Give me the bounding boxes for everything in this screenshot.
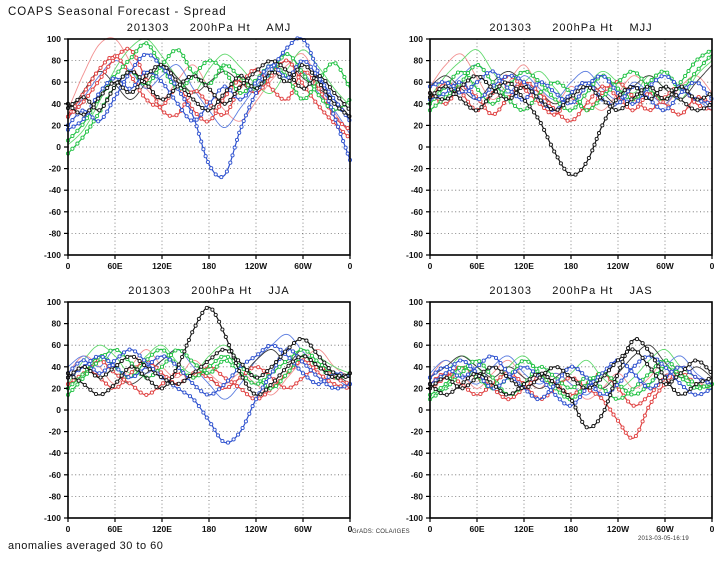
svg-text:60W: 60W xyxy=(294,261,312,271)
grads-watermark: GrADS: COLA/IGES xyxy=(352,529,410,535)
svg-text:80: 80 xyxy=(52,56,62,66)
svg-text:-80: -80 xyxy=(411,491,424,501)
svg-text:0: 0 xyxy=(66,524,71,534)
svg-text:0: 0 xyxy=(428,261,433,271)
svg-text:100: 100 xyxy=(409,298,423,307)
svg-text:0: 0 xyxy=(710,261,715,271)
svg-text:60E: 60E xyxy=(107,261,122,271)
svg-text:0: 0 xyxy=(428,524,433,534)
svg-text:100: 100 xyxy=(47,35,61,44)
panel-amj-chart: 100 80 60 40 20 0 -20 -40 -60 -80 -100 0 60E 120E 180 1… xyxy=(44,35,353,271)
panel-jas-chart: 100 80 60 40 20 0 -20 -40 -60 -80 -100 0 60E 120E 180 1… xyxy=(406,298,715,534)
svg-text:-100: -100 xyxy=(44,513,61,523)
svg-text:40: 40 xyxy=(414,99,424,109)
svg-text:-40: -40 xyxy=(49,448,62,458)
svg-text:180: 180 xyxy=(564,261,578,271)
panel-mjj: 201303 200hPa Ht MJJ 100 80 60 40 20 0 -20 -40 -… xyxy=(382,22,725,280)
svg-text:120W: 120W xyxy=(607,524,630,534)
svg-text:20: 20 xyxy=(414,383,424,393)
svg-text:0: 0 xyxy=(56,405,61,415)
svg-text:60E: 60E xyxy=(469,524,484,534)
svg-text:-100: -100 xyxy=(44,250,61,260)
svg-text:120W: 120W xyxy=(607,261,630,271)
svg-text:-100: -100 xyxy=(406,250,423,260)
panel-amj-title: 201303 200hPa Ht AMJ xyxy=(126,22,292,34)
svg-text:60W: 60W xyxy=(294,524,312,534)
svg-text:80: 80 xyxy=(52,319,62,329)
svg-text:120E: 120E xyxy=(514,261,534,271)
svg-text:60E: 60E xyxy=(469,261,484,271)
svg-text:60W: 60W xyxy=(656,261,674,271)
svg-text:20: 20 xyxy=(414,120,424,130)
svg-text:-40: -40 xyxy=(411,185,424,195)
panel-jja: 201303 200hPa Ht JJA 100 80 60 40 20 0 -20 -40 -… xyxy=(20,285,365,543)
svg-text:100: 100 xyxy=(409,35,423,44)
svg-text:40: 40 xyxy=(52,99,62,109)
svg-text:80: 80 xyxy=(414,56,424,66)
svg-text:-80: -80 xyxy=(49,491,62,501)
svg-text:0: 0 xyxy=(348,524,353,534)
svg-text:-20: -20 xyxy=(411,427,424,437)
panel-jja-chart: 100 80 60 40 20 0 -20 -40 -60 -80 -100 0 60E 120E 180 1… xyxy=(44,298,353,534)
svg-text:60W: 60W xyxy=(656,524,674,534)
panel-jja-title: 201303 200hPa Ht JJA xyxy=(128,285,290,297)
panel-mjj-chart: 100 80 60 40 20 0 -20 -40 -60 -80 -100 0 60E 120E 180 1… xyxy=(406,35,715,271)
svg-text:100: 100 xyxy=(47,298,61,307)
svg-text:180: 180 xyxy=(202,261,216,271)
svg-text:40: 40 xyxy=(414,362,424,372)
svg-text:20: 20 xyxy=(52,120,62,130)
panel-amj: 201303 200hPa Ht AMJ 100 80 60 40 20 0 -20 -40 -… xyxy=(20,22,365,280)
svg-text:-80: -80 xyxy=(49,228,62,238)
panel-mjj-title: 201303 200hPa Ht MJJ xyxy=(489,22,653,34)
svg-text:0: 0 xyxy=(56,142,61,152)
svg-text:-60: -60 xyxy=(49,470,62,480)
svg-text:-20: -20 xyxy=(49,164,62,174)
page-title: COAPS Seasonal Forecast - Spread xyxy=(8,6,227,18)
svg-text:0: 0 xyxy=(418,405,423,415)
svg-text:-60: -60 xyxy=(411,470,424,480)
svg-text:0: 0 xyxy=(710,524,715,534)
svg-text:0: 0 xyxy=(348,261,353,271)
svg-text:0: 0 xyxy=(66,261,71,271)
svg-text:20: 20 xyxy=(52,383,62,393)
svg-text:40: 40 xyxy=(52,362,62,372)
svg-text:80: 80 xyxy=(414,319,424,329)
panel-jas: 201303 200hPa Ht JAS 100 80 60 40 20 0 -20 -40 -… xyxy=(382,285,725,543)
svg-text:180: 180 xyxy=(202,524,216,534)
svg-text:-60: -60 xyxy=(49,207,62,217)
footer-note: anomalies averaged 30 to 60 xyxy=(8,540,164,552)
svg-text:-20: -20 xyxy=(49,427,62,437)
panel-jas-title: 201303 200hPa Ht JAS xyxy=(489,285,653,297)
timestamp: 2013-03-05-16:19 xyxy=(638,536,689,542)
svg-text:60: 60 xyxy=(52,340,62,350)
svg-text:-20: -20 xyxy=(411,164,424,174)
svg-text:120W: 120W xyxy=(245,261,268,271)
svg-text:0: 0 xyxy=(418,142,423,152)
svg-text:120W: 120W xyxy=(245,524,268,534)
svg-text:-60: -60 xyxy=(411,207,424,217)
svg-text:60: 60 xyxy=(52,77,62,87)
svg-text:-80: -80 xyxy=(411,228,424,238)
svg-text:120E: 120E xyxy=(152,524,172,534)
svg-text:60: 60 xyxy=(414,340,424,350)
svg-text:180: 180 xyxy=(564,524,578,534)
svg-text:120E: 120E xyxy=(514,524,534,534)
svg-text:-40: -40 xyxy=(49,185,62,195)
svg-text:-40: -40 xyxy=(411,448,424,458)
svg-text:60: 60 xyxy=(414,77,424,87)
svg-text:-100: -100 xyxy=(406,513,423,523)
svg-text:120E: 120E xyxy=(152,261,172,271)
svg-text:60E: 60E xyxy=(107,524,122,534)
